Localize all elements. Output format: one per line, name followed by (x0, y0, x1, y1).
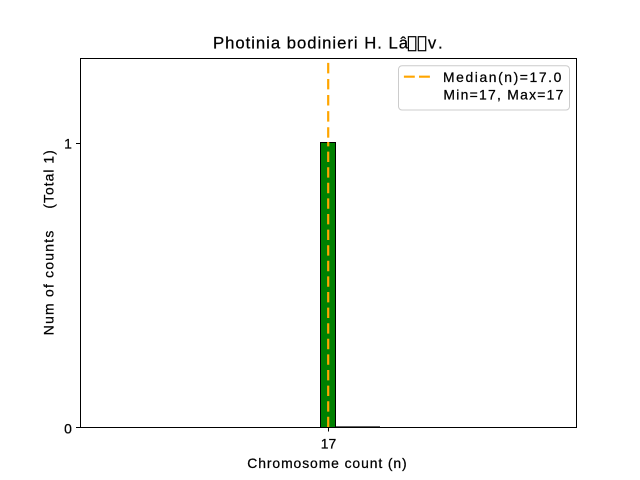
svg-text:Median(n)=17.0: Median(n)=17.0 (443, 69, 562, 85)
svg-text:(Total 1): (Total 1) (41, 150, 57, 208)
svg-text:Photinia bodinieri H. Lâ: Photinia bodinieri H. Lâ (213, 33, 409, 52)
svg-text:Num of counts: Num of counts (41, 231, 57, 336)
svg-text:17: 17 (321, 435, 337, 451)
svg-text:0: 0 (64, 420, 72, 436)
svg-text:Min=17, Max=17: Min=17, Max=17 (443, 87, 563, 103)
svg-text:1: 1 (64, 136, 72, 152)
svg-text:Chromosome count (n): Chromosome count (n) (247, 455, 406, 471)
